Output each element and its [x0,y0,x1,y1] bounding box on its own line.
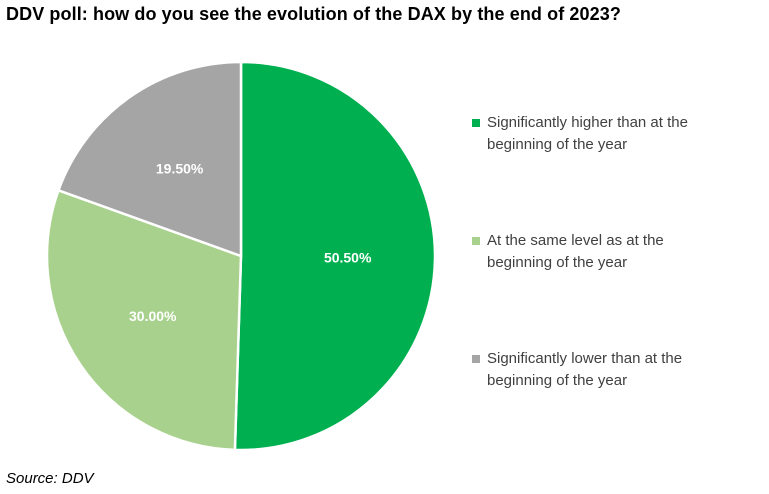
chart-title: DDV poll: how do you see the evolution o… [6,4,621,24]
pie-slice-higher [233,60,437,452]
legend-swatch-higher [472,119,480,127]
legend-item-same: At the same level as at the beginning of… [472,230,727,274]
pie-slice-lower [57,60,243,258]
legend-label-same: At the same level as at the beginning of… [487,232,664,271]
pie-data-label-same: 30.00% [129,308,177,324]
legend-swatch-lower [472,355,480,363]
legend-label-higher: Significantly higher than at the beginni… [487,114,688,153]
legend-swatch-same [472,237,480,245]
legend-item-lower: Significantly lower than at the beginnin… [472,348,727,392]
legend-item-higher: Significantly higher than at the beginni… [472,112,727,156]
legend-label-lower: Significantly lower than at the beginnin… [487,350,683,389]
source-note: Source: DDV [6,470,94,487]
pie-slice-same [45,189,243,452]
pie-data-label-higher: 50.50% [324,250,372,266]
pie-data-label-lower: 19.50% [156,161,204,177]
